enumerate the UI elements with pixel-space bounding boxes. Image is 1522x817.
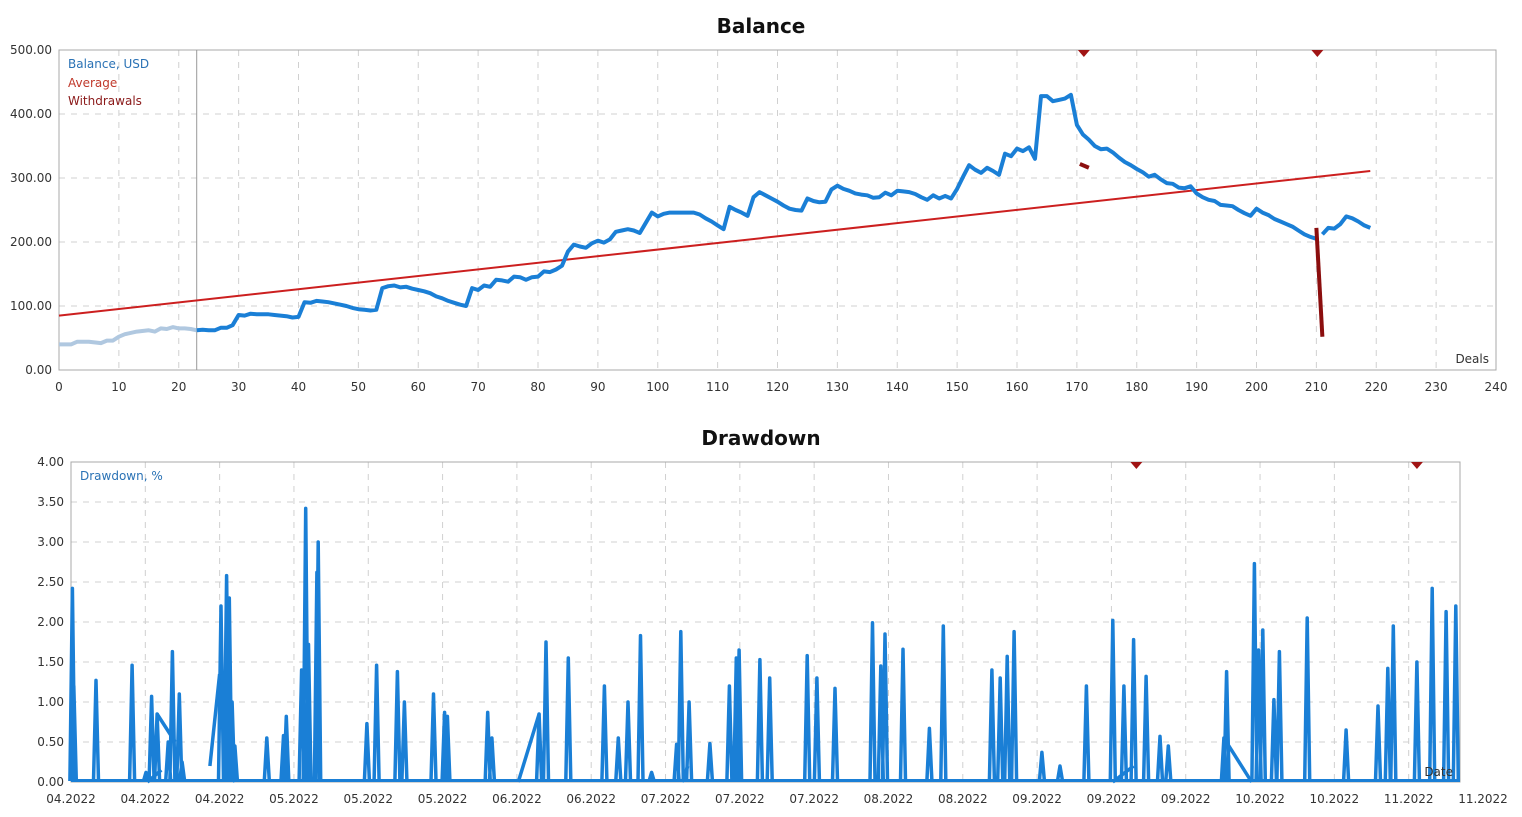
x-tick-label: 04.2022 [46,792,96,806]
x-tick-label: 06.2022 [492,792,542,806]
x-tick-label: 07.2022 [789,792,839,806]
x-tick-label: 100 [646,380,669,394]
x-tick-label: 210 [1305,380,1328,394]
drawdown-segment [155,713,177,743]
x-tick-label: 190 [1185,380,1208,394]
drawdown-segment [516,713,541,783]
y-tick-label: 2.00 [37,615,64,629]
y-tick-label: 3.50 [37,495,64,509]
x-tick-label: 60 [411,380,426,394]
drawdown-segment [1111,764,1135,784]
drawdown-chart-title: Drawdown [701,426,821,450]
x-tick-label: 30 [231,380,246,394]
x-tick-label: 09.2022 [1012,792,1062,806]
x-tick-label: 200 [1245,380,1268,394]
withdrawal-marker-icon [1077,50,1090,57]
y-tick-label: 4.00 [37,455,64,469]
x-tick-label: 10.2022 [1310,792,1360,806]
x-tick-label: 09.2022 [1161,792,1211,806]
y-tick-label: 500.00 [10,43,52,57]
balance-chart-title: Balance [716,14,806,38]
x-tick-label: 04.2022 [195,792,245,806]
x-tick-label: 110 [706,380,729,394]
y-tick-label: 1.00 [37,695,64,709]
x-tick-label: 07.2022 [715,792,765,806]
drawdown-segment [222,757,237,783]
x-tick-label: 09.2022 [1087,792,1137,806]
x-tick-label: 07.2022 [641,792,691,806]
y-tick-label: 3.00 [37,535,64,549]
x-tick-label: 130 [826,380,849,394]
withdrawal-segment [1079,162,1090,170]
x-tick-label: 40 [291,380,306,394]
balance-line [196,92,1318,333]
x-tick-label: 70 [470,380,485,394]
y-tick-label: 300.00 [10,171,52,185]
y-tick-label: 100.00 [10,299,52,313]
average-line [58,169,1371,317]
x-tick-label: 120 [766,380,789,394]
drawdown-segment [146,768,163,784]
x-tick-label: 04.2022 [121,792,171,806]
x-tick-label: 11.2022 [1384,792,1434,806]
balance-line-tail [1320,214,1372,236]
x-tick-label: 90 [590,380,605,394]
x-tick-label: 08.2022 [938,792,988,806]
x-tick-label: 80 [530,380,545,394]
y-tick-label: 0.50 [37,735,64,749]
x-tick-label: 140 [886,380,909,394]
drawdown-segment [1222,737,1254,783]
x-tick-label: 230 [1425,380,1448,394]
x-tick-label: 0 [55,380,63,394]
withdrawal-line [1314,227,1325,337]
y-tick-label: 200.00 [10,235,52,249]
x-tick-label: 05.2022 [343,792,393,806]
x-tick-label: 06.2022 [566,792,616,806]
x-tick-label: 240 [1485,380,1508,394]
x-tick-label: 50 [351,380,366,394]
y-tick-label: 2.50 [37,575,64,589]
x-tick-label: 08.2022 [864,792,914,806]
x-tick-label: 150 [946,380,969,394]
drawdown-segment [208,673,222,767]
y-tick-label: 400.00 [10,107,52,121]
x-tick-label: 10.2022 [1235,792,1285,806]
y-tick-label: 0.00 [25,363,52,377]
drawdown-segment [680,765,690,783]
x-tick-label: 05.2022 [418,792,468,806]
plot-frame [58,49,1497,371]
drawdown-line [68,506,1461,782]
x-tick-label: 05.2022 [269,792,319,806]
x-tick-label: 11.2022 [1458,792,1508,806]
y-tick-label: 1.50 [37,655,64,669]
x-tick-label: 10 [111,380,126,394]
y-tick-label: 0.00 [37,775,64,789]
withdrawal-marker-icon [1130,462,1143,469]
withdrawal-marker-icon [1410,462,1423,469]
balance-history-line [59,325,198,347]
withdrawal-marker-icon [1311,50,1324,57]
balance-chart: 0 10 20 30 40 50 60 70 80 90 100 110 120 130 140 150 160… [10,43,1508,394]
x-tick-label: 170 [1065,380,1088,394]
x-tick-label: 20 [171,380,186,394]
x-tick-label: 220 [1365,380,1388,394]
x-tick-label: 180 [1125,380,1148,394]
x-tick-label: 160 [1006,380,1029,394]
